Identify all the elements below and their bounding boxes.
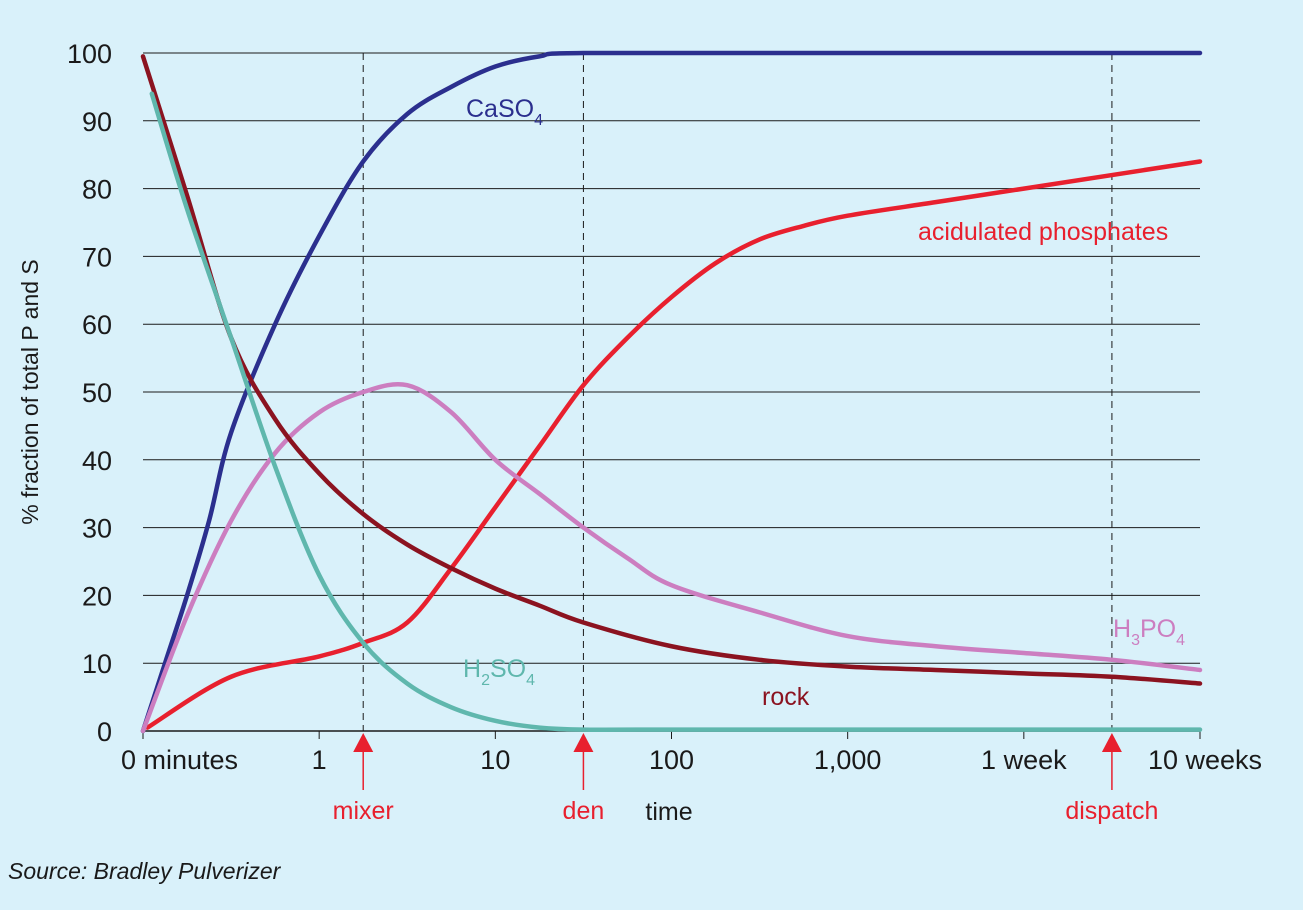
y-tick-label: 80 [82, 175, 112, 205]
y-tick-label: 10 [82, 649, 112, 679]
series-labels: CaSO4 acidulated phosphates H3PO4 rock H… [463, 95, 1185, 711]
x-tick-label: 100 [649, 745, 694, 775]
source-note: Source: Bradley Pulverizer [8, 858, 281, 884]
series-line-caso4 [140, 50, 1203, 734]
marker-arrow-dispatch [1101, 733, 1122, 752]
x-tick-label: 10 weeks [1148, 745, 1262, 775]
y-tick-label: 100 [67, 39, 112, 69]
y-tick-labels: 0 10 20 30 40 50 60 70 80 90 100 [67, 39, 112, 747]
series-line-h2so4 [149, 91, 1203, 733]
series-line-rock [140, 54, 1203, 686]
x-tick-label: 10 [480, 745, 510, 775]
series-label-acidulated-phosphates: acidulated phosphates [918, 218, 1168, 246]
y-axis-title: % fraction of total P and S [17, 259, 43, 525]
y-tick-label: 30 [82, 514, 112, 544]
series-label-h3po4: H3PO4 [1113, 615, 1185, 649]
series-line-acidulated-phosphates [145, 159, 1203, 730]
y-tick-label: 70 [82, 242, 112, 272]
y-tick-label: 60 [82, 310, 112, 340]
marker-arrow-mixer [353, 733, 374, 752]
marker-arrow-den [573, 733, 594, 752]
series-label-rock: rock [762, 683, 810, 711]
y-tick-label: 90 [82, 107, 112, 137]
series-label-h2so4: H2SO4 [463, 655, 535, 689]
marker-label-mixer: mixer [333, 797, 394, 825]
x-tick-label: 0 minutes [121, 745, 238, 775]
process-markers: mixer den dispatch [333, 733, 1158, 825]
x-tick-labels: 0 minutes 1 10 100 1,000 1 week 10 weeks [121, 745, 1262, 775]
marker-label-den: den [563, 797, 605, 825]
marker-label-dispatch: dispatch [1065, 797, 1158, 825]
x-tick-label: 1 week [981, 745, 1067, 775]
y-tick-label: 0 [97, 717, 112, 747]
y-tick-label: 50 [82, 378, 112, 408]
series-line-h3po4 [140, 381, 1203, 734]
y-tick-label: 20 [82, 581, 112, 611]
series-label-caso4: CaSO4 [466, 95, 543, 129]
y-tick-label: 40 [82, 446, 112, 476]
series-lines [140, 50, 1203, 734]
x-tick-label: 1,000 [814, 745, 882, 775]
x-axis-title: time [645, 798, 692, 826]
x-tick-label: 1 [312, 745, 327, 775]
gridlines [142, 52, 1201, 739]
